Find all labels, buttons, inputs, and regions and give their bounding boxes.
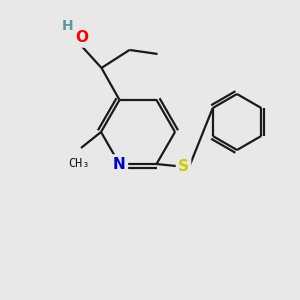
Text: O: O xyxy=(75,31,88,46)
Text: S: S xyxy=(178,158,189,173)
Text: N: N xyxy=(113,157,126,172)
Text: H: H xyxy=(62,19,73,33)
Text: CH₃: CH₃ xyxy=(68,157,90,170)
